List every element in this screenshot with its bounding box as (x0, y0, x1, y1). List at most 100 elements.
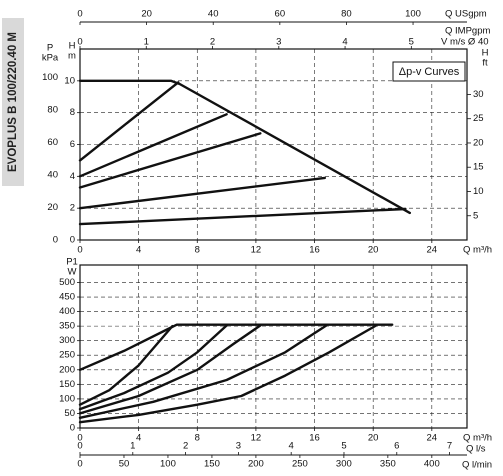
x-extra-tick-label: 6 (394, 441, 399, 452)
y-tick-label: 0 (70, 423, 75, 434)
x-tick-label: 24 (427, 433, 438, 444)
y-tick-label: 350 (59, 321, 75, 332)
x-extra-tick-label: 0 (77, 37, 82, 48)
y-tick-label: 500 (59, 277, 75, 288)
x-extra-tick-label: 50 (119, 459, 130, 470)
x-extra-tick-label: 40 (208, 9, 219, 20)
x-extra-tick-label: 2 (210, 37, 215, 48)
x-extra-tick-label: 60 (275, 9, 286, 20)
x-extra-tick-label: 2 (183, 441, 188, 452)
curve (78, 324, 328, 419)
x-extra-tick-label: 250 (292, 459, 308, 470)
x-tick-label: 12 (251, 245, 262, 256)
curve (78, 323, 394, 371)
x-tick-label: 16 (309, 245, 320, 256)
side-label: EVOPLUS B 100/220.40 M (7, 32, 19, 172)
x-tick-label: 8 (195, 433, 200, 444)
y-tick-label: 20 (47, 202, 58, 213)
y2-tick-label: 20 (473, 137, 484, 148)
x-extra-tick-label: 0 (77, 441, 82, 452)
y-tick-label: 200 (59, 364, 75, 375)
y-tick-label: 4 (70, 171, 75, 182)
x-extra-tick-label: 300 (336, 459, 352, 470)
x-tick-label: 8 (195, 245, 200, 256)
curve (78, 207, 407, 226)
curve (78, 324, 174, 406)
y-tick-label: 0 (70, 235, 75, 246)
curve (78, 324, 228, 411)
x-extra-tick-label: 7 (447, 441, 452, 452)
x-tick-label: 4 (136, 245, 141, 256)
x-extra-tick-label: 150 (204, 459, 220, 470)
curve (78, 324, 262, 415)
x-extra-tick-label: 100 (405, 9, 421, 20)
x-tick-label: 0 (77, 433, 82, 444)
x-extra-tick-label: 3 (236, 441, 241, 452)
x-extra-tick-label: 100 (160, 459, 176, 470)
x-tick-label: 12 (251, 433, 262, 444)
y-tick-label: 8 (70, 107, 75, 118)
annotation-box (392, 61, 466, 82)
annotation: Δp-v Curves (399, 66, 460, 78)
curve (78, 176, 326, 210)
y-axis-label: W (68, 267, 77, 278)
y2-tick-label: 25 (473, 113, 484, 124)
x-extra-tick-label: 400 (424, 459, 440, 470)
x-extra-axis-label: Q IMPgpm (445, 26, 490, 37)
curve (78, 132, 262, 189)
side-label-box (2, 18, 24, 186)
x-extra-tick-label: 1 (130, 441, 135, 452)
y2-tick-label: 10 (473, 186, 484, 197)
x-extra-tick-label: 4 (289, 441, 294, 452)
x-axis-label: Q m³/h (463, 245, 492, 256)
y-tick-label: 2 (70, 203, 75, 214)
curve (78, 113, 228, 178)
x-tick-label: 24 (427, 245, 438, 256)
y-axis-label: H (69, 41, 76, 52)
x-tick-label: 0 (77, 245, 82, 256)
x-extra-tick-label: 0 (77, 459, 82, 470)
curve (78, 324, 378, 424)
y2-tick-label: 15 (473, 162, 484, 173)
y2-tick-label: 30 (473, 89, 484, 100)
plot-frame (79, 264, 468, 429)
y-axis-label: P (47, 43, 53, 54)
y2-axis-label: H (482, 48, 489, 59)
x-extra-tick-label: 350 (380, 459, 396, 470)
y-tick-label: 400 (59, 306, 75, 317)
y-tick-label: 450 (59, 292, 75, 303)
curve (78, 81, 180, 162)
x-tick-label: 16 (309, 433, 320, 444)
x-extra-tick-label: 80 (341, 9, 352, 20)
x-extra-tick-label: 3 (276, 37, 281, 48)
y-tick-label: 300 (59, 335, 75, 346)
y-tick-label: 0 (53, 235, 58, 246)
plot-frame (79, 48, 468, 241)
x-tick-label: 20 (368, 245, 379, 256)
x-extra-tick-label: 200 (248, 459, 264, 470)
x-extra-axis-label: V m/s Ø 40 (441, 37, 489, 48)
y-tick-label: 80 (47, 105, 58, 116)
y-tick-label: 50 (64, 408, 75, 419)
y-axis-label: m (68, 51, 76, 62)
x-extra-tick-label: 0 (77, 9, 82, 20)
x-extra-tick-label: 4 (342, 37, 347, 48)
x-extra-tick-label: 5 (409, 37, 414, 48)
y-tick-label: 150 (59, 379, 75, 390)
y-tick-label: 40 (47, 170, 58, 181)
y-tick-label: 6 (70, 139, 75, 150)
x-extra-tick-label: 20 (141, 9, 152, 20)
y-tick-label: 60 (47, 137, 58, 148)
x-tick-label: 4 (136, 433, 141, 444)
y2-tick-label: 5 (473, 210, 478, 221)
curve (78, 79, 411, 215)
x-extra-axis-label: Q USgpm (445, 9, 487, 20)
y-axis-label: kPa (42, 53, 59, 64)
y-tick-label: 100 (42, 72, 58, 83)
x-extra-tick-label: 1 (144, 37, 149, 48)
x-axis-label: Q m³/h (463, 433, 492, 444)
y2-axis-label: ft (482, 58, 488, 69)
y-tick-label: 250 (59, 350, 75, 361)
x-extra-tick-label: 5 (341, 441, 346, 452)
